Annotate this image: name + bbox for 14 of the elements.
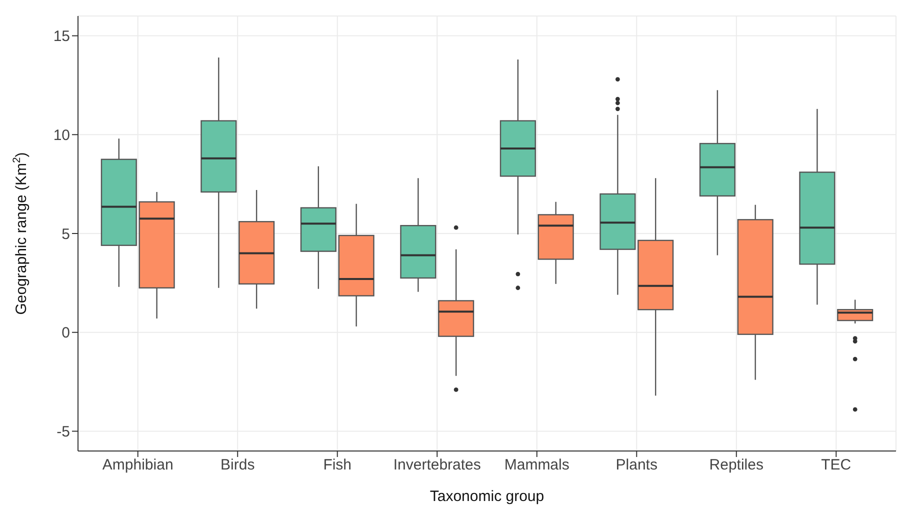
x-tick-label: Plants bbox=[616, 456, 658, 474]
x-tick-label: Reptiles bbox=[709, 456, 764, 474]
x-axis-title: Taxonomic group bbox=[430, 488, 544, 505]
y-tick-label: 0 bbox=[62, 324, 70, 342]
x-tick-label: Amphibian bbox=[102, 456, 174, 474]
y-tick-label: -5 bbox=[56, 424, 70, 441]
y-tick-label: 15 bbox=[53, 28, 70, 46]
x-tick-label: Fish bbox=[323, 456, 352, 474]
x-tick-label: Invertebrates bbox=[393, 456, 481, 474]
x-tick-label: Birds bbox=[220, 456, 255, 474]
y-tick-label: 10 bbox=[53, 126, 70, 144]
x-tick-label: TEC bbox=[821, 456, 852, 474]
x-tick-label: Mammals bbox=[504, 456, 570, 474]
y-tick-label: 5 bbox=[62, 226, 70, 243]
